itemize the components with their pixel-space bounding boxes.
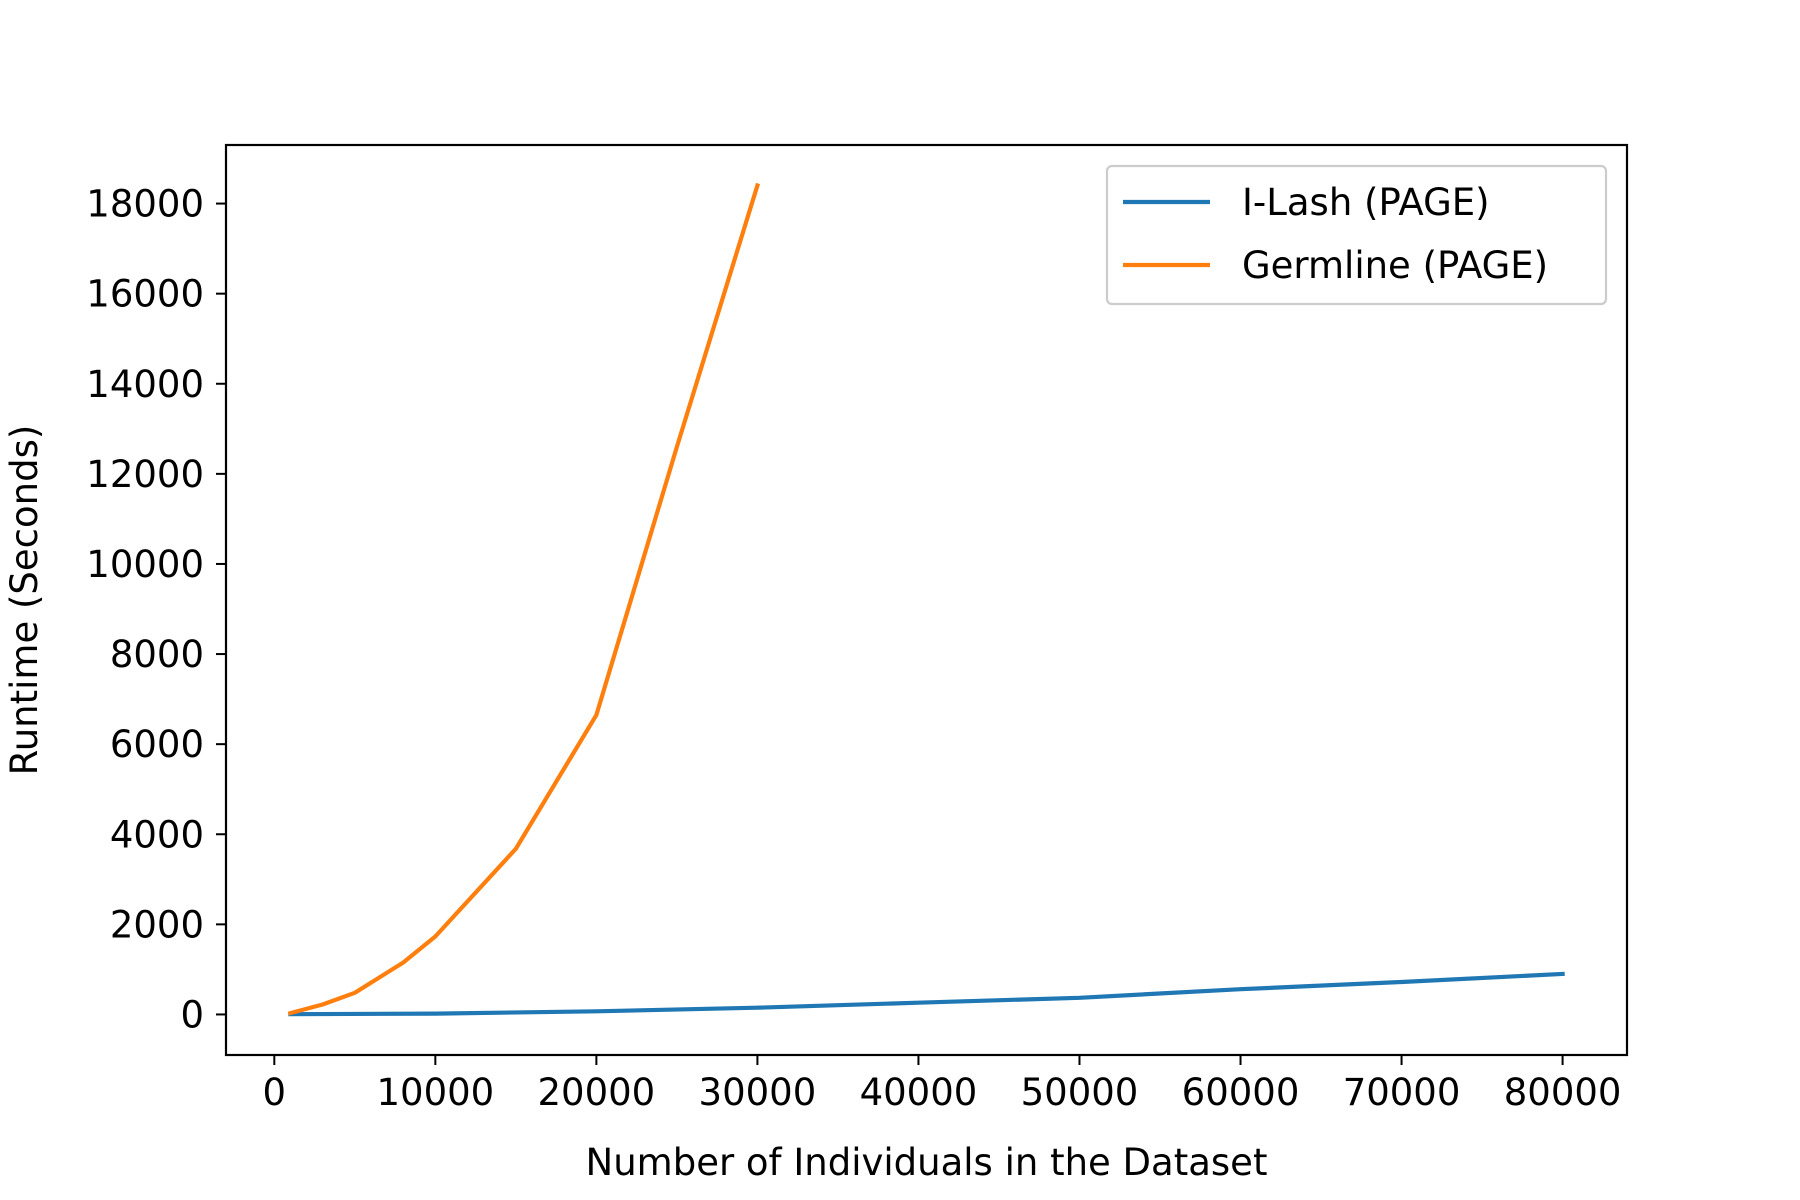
plot-frame (224, 143, 1629, 1057)
legend-label-ilash: I-Lash (PAGE) (1242, 181, 1490, 224)
x-axis-title: Number of Individuals in the Dataset (586, 1141, 1268, 1184)
x-tick-label: 80000 (1504, 1071, 1622, 1114)
x-tick-label: 20000 (538, 1071, 656, 1114)
x-tick-label: 50000 (1021, 1071, 1139, 1114)
y-tick-label: 18000 (86, 183, 204, 226)
x-tick-label: 30000 (699, 1071, 817, 1114)
x-tick-label: 10000 (376, 1071, 494, 1114)
y-tick-label: 0 (180, 993, 204, 1036)
y-tick-label: 10000 (86, 543, 204, 586)
x-tick-label: 40000 (860, 1071, 978, 1114)
x-tick-label: 70000 (1343, 1071, 1461, 1114)
x-tick-label: 0 (263, 1071, 287, 1114)
y-tick-label: 2000 (110, 903, 204, 946)
y-tick-label: 6000 (110, 723, 204, 766)
y-tick-label: 14000 (86, 363, 204, 406)
series-layer (287, 182, 1565, 1017)
series-line-0 (288, 971, 1565, 1017)
legend-label-germline: Germline (PAGE) (1242, 244, 1548, 287)
legend-box (1105, 164, 1608, 306)
y-axis: 0 2000 4000 6000 8000 10000 12000 14000 16000 180… (86, 183, 226, 1036)
y-tick-label: 4000 (110, 813, 204, 856)
y-tick-label: 8000 (110, 633, 204, 676)
y-tick-label: 16000 (86, 273, 204, 316)
x-axis: 0 10000 20000 30000 40000 50000 60000 70000 8000… (263, 1055, 1622, 1114)
legend: I-Lash (PAGE) Germline (PAGE) (1105, 164, 1608, 306)
x-tick-label: 60000 (1182, 1071, 1300, 1114)
series-line-1 (287, 182, 761, 1016)
y-axis-title: Runtime (Seconds) (3, 425, 46, 776)
y-tick-label: 12000 (86, 453, 204, 496)
